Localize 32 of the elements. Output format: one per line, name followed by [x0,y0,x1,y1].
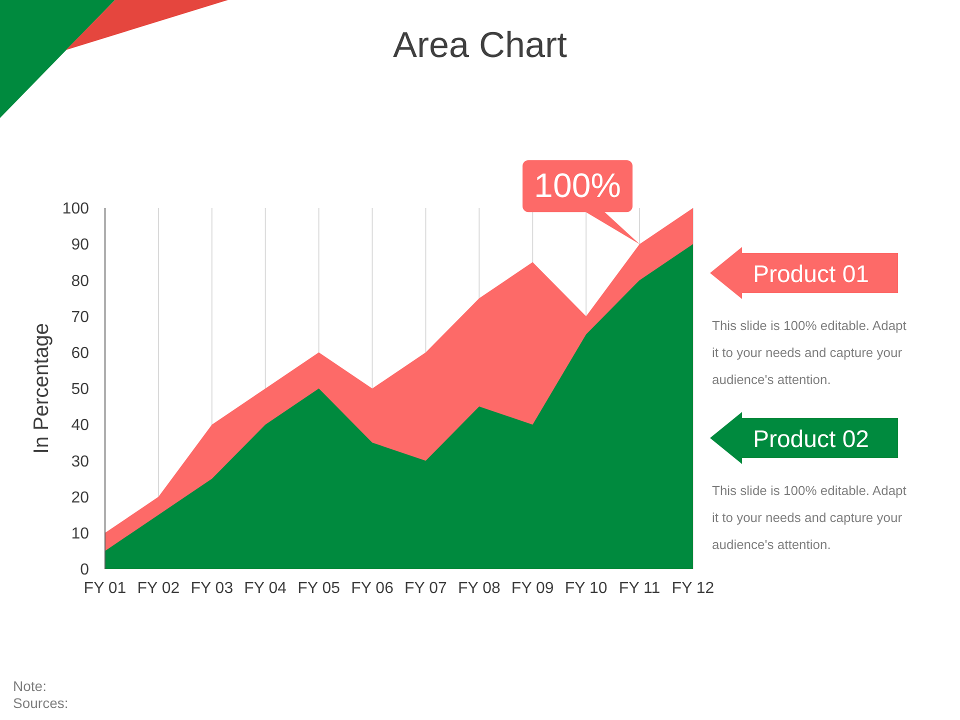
y-tick-label: 0 [80,562,90,579]
x-tick-label: FY 05 [298,580,340,597]
x-tick-label: FY 12 [672,580,714,597]
annotation: This slide is 100% editable. Adapt it to your needs and capture your audience's attention. [712,318,907,387]
y-tick-label: 10 [71,526,90,542]
y-tick-label: 50 [71,381,90,398]
y-tick-label: 80 [71,272,90,290]
source-note: Sources: [13,695,68,711]
x-tick-label: FY 08 [458,580,500,597]
x-tick-label: FY 03 [190,580,234,597]
x-tick-label: FY 09 [511,580,554,597]
x-tick-label: FY 06 [351,580,394,597]
x-tick-label: FY 04 [244,580,287,597]
text: Product 02 [752,426,870,453]
y-tick-label: 30 [71,453,90,470]
chart-title: Area Chart [392,24,568,65]
x-tick-label: FY 01 [84,580,126,597]
y-tick-label: 40 [71,417,90,434]
x-tick-label: FY 11 [618,580,660,597]
x-tick-label: FY 02 [137,580,180,597]
y-tick-label: 20 [71,489,90,506]
y-tick-label: 100 [62,200,90,218]
y-tick-label: 70 [71,308,90,326]
text: Product 01 [752,261,870,288]
x-tick-label: FY 10 [564,580,608,597]
y-axis-title: In Percentage [30,323,53,454]
x-tick-label: FY 07 [404,580,448,597]
y-tick-label: 60 [71,345,90,362]
text: Note: [13,678,46,694]
annotation: 100% [534,167,622,206]
annotation: This slide is 100% editable. Adapt it to your needs and capture your audience's attention. [712,483,907,552]
y-tick-label: 90 [71,236,90,254]
